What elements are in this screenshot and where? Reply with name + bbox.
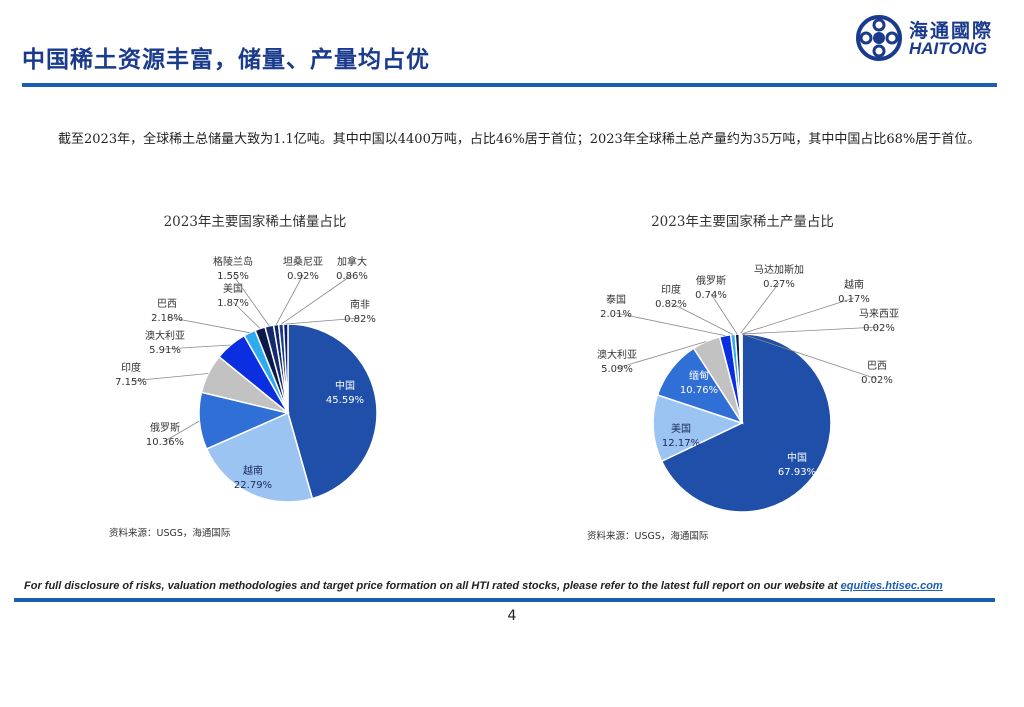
leader-line [232,301,261,329]
leader-line [615,312,726,336]
leader-line [280,274,353,325]
chart-source: 资料来源：USGS，海通国际 [587,531,709,542]
slice-category-label: 俄罗斯 [150,421,180,434]
leader-line [741,297,855,335]
logo-text-en: HAITONG [909,39,988,58]
slice-value-label: 10.76% [680,385,718,396]
leader-line [130,373,209,382]
slice-category-label: 中国 [787,451,807,464]
slice-category-label: 马达加斯加 [754,263,804,276]
haitong-logo: 海通國際 HAITONG [855,14,1005,62]
disclaimer: For full disclosure of risks, valuation … [24,580,943,592]
leader-line [164,344,231,350]
leader-line [166,316,250,334]
slice-category-label: 美国 [223,282,243,295]
page-number: 4 [507,608,517,624]
slice-category-label: 巴西 [157,298,177,310]
slice-category-label: 印度 [661,283,681,296]
intro-paragraph: 截至2023年，全球稀土总储量大致为1.1亿吨。其中中国以4400万吨，占比46… [58,132,981,147]
slice-category-label: 印度 [121,361,141,374]
leader-line [741,326,880,335]
slice-value-label: 0.82% [344,314,376,325]
pie-svg: 中国 67.93% 美国 12.17% 缅甸 10.76% 澳大利亚 5.09% 泰国 2.01%… [597,263,899,513]
pie-slice [660,333,832,513]
production-pie-chart: 2023年主要国家稀土产量占比 中国 67.93% 美国 12.17% 缅甸 10.76%… [575,205,910,545]
leader-line [232,274,270,327]
chart-source: 资料来源：USGS，海通国际 [109,528,231,539]
website-link[interactable]: equities.htisec.com [840,580,943,592]
slice-category-label: 泰国 [606,293,626,306]
slice-value-label: 5.09% [601,364,633,375]
header-divider [22,83,997,87]
logo-text-cn: 海通國際 [909,20,994,42]
leader-line [164,420,200,442]
footer-divider [14,598,995,602]
disclaimer-text: For full disclosure of risks, valuation … [24,580,838,592]
leader-line [275,274,304,325]
leader-line [741,333,878,380]
slice-value-label: 10.36% [146,437,184,448]
chart-title: 2023年主要国家稀土产量占比 [651,214,834,230]
slice-category-label: 缅甸 [689,369,709,382]
slice-value-label: 0.74% [695,290,727,301]
pie-slice [287,323,378,500]
leader-line [710,293,738,335]
slice-value-label: 0.17% [838,294,870,305]
page-title: 中国稀土资源丰富，储量、产量均占优 [22,46,430,73]
pie-svg: 中国 45.59% 越南 22.79% 俄罗斯 10.36% 印度 7.15% 澳大利亚 5.91… [115,255,378,503]
slice-value-label: 1.87% [217,298,249,309]
slice-value-label: 0.02% [863,323,895,334]
reserves-pie-chart: 2023年主要国家稀土储量占比 中国 45.59% 越南 22.79% 俄罗斯 10.36… [95,205,415,545]
slice-value-label: 67.93% [778,467,816,478]
slice-category-label: 中国 [335,379,355,392]
haitong-emblem-icon [856,15,902,61]
slice-category-label: 美国 [671,422,691,435]
slice-value-label: 22.79% [234,480,272,491]
slice-category-label: 加拿大 [337,255,367,268]
slice-value-label: 2.18% [151,313,183,324]
slice-category-label: 巴西 [867,360,887,372]
slice-value-label: 0.27% [763,279,795,290]
slice-value-label: 0.02% [861,375,893,386]
slice-category-label: 澳大利亚 [597,348,637,361]
slice-category-label: 坦桑尼亚 [283,255,323,268]
slice-category-label: 马来西亚 [859,308,899,320]
slice-category-label: 越南 [243,464,263,477]
slice-category-label: 越南 [844,278,864,291]
pie-slice [652,394,745,463]
slice-value-label: 0.92% [287,271,319,282]
slice-value-label: 5.91% [149,345,181,356]
slice-value-label: 2.01% [600,309,632,320]
leader-line [670,302,734,335]
slice-value-label: 12.17% [662,438,700,449]
slice-value-label: 0.86% [336,271,368,282]
leader-line [285,317,361,325]
slice-category-label: 澳大利亚 [145,329,185,342]
slice-value-label: 7.15% [115,377,147,388]
slice-category-label: 南非 [350,298,370,311]
chart-title: 2023年主要国家稀土储量占比 [163,214,347,230]
leader-line [739,282,780,335]
slice-category-label: 格陵兰岛 [213,255,253,268]
slice-value-label: 1.55% [217,271,249,282]
slice-value-label: 45.59% [326,395,364,406]
slice-category-label: 俄罗斯 [696,274,726,287]
pie-slice [205,411,314,503]
slice-value-label: 0.82% [655,299,687,310]
leader-line [616,341,707,369]
